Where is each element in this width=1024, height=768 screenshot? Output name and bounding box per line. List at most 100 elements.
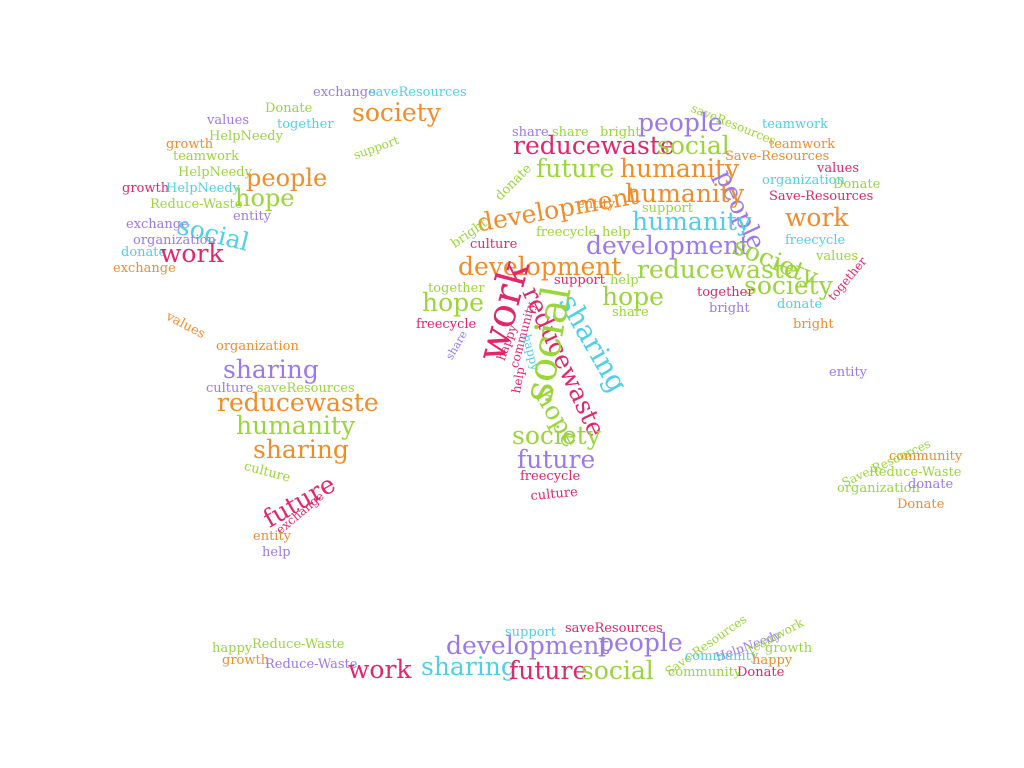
word-values: values	[817, 161, 859, 176]
word-bright: bright	[793, 317, 834, 332]
word-share: share	[443, 328, 470, 362]
word-work: work	[160, 239, 224, 268]
word-hope: hope	[602, 282, 664, 311]
word-culture: culture	[529, 484, 579, 504]
word-humanity: humanity	[625, 179, 745, 208]
word-save-resources: Save-Resources	[725, 149, 830, 164]
word-help: help	[602, 225, 631, 240]
word-work: work	[785, 203, 849, 232]
word-help: help	[262, 545, 291, 560]
word-support: support	[505, 625, 556, 640]
word-donate: Donate	[897, 497, 945, 512]
word-share: share	[552, 125, 589, 140]
word-future: future	[517, 445, 596, 474]
word-sharing: sharing	[421, 652, 517, 681]
word-saveresources: saveResources	[565, 621, 663, 636]
word-teamwork: teamwork	[769, 137, 836, 152]
word-reduce-waste: Reduce-Waste	[252, 637, 345, 652]
word-saveresources: saveResources	[257, 381, 355, 396]
word-future: future	[509, 656, 588, 685]
word-people: people	[598, 628, 683, 657]
word-future: future	[536, 154, 615, 183]
word-hope: hope	[235, 184, 295, 212]
word-donate: Donate	[833, 177, 881, 192]
word-sharing: sharing	[253, 435, 349, 464]
word-development: development	[446, 631, 610, 660]
word-reduce-waste: Reduce-Waste	[869, 465, 962, 480]
word-donate: donate	[908, 477, 954, 492]
word-reduce-waste: Reduce-Waste	[150, 197, 243, 212]
word-reducewaste: reducewaste	[637, 255, 799, 284]
word-happy: happy	[212, 641, 253, 656]
word-entity: entity	[577, 197, 616, 212]
word-freecycle: freecycle	[536, 225, 597, 240]
word-reduce-waste: Reduce-Waste	[265, 657, 358, 672]
word-culture: culture	[206, 381, 254, 396]
word-together: together	[697, 285, 754, 300]
word-values: values	[163, 309, 208, 343]
word-people: people	[246, 164, 328, 192]
word-society: society	[352, 98, 441, 127]
word-reducewaste: reducewaste	[217, 388, 379, 417]
word-entity: entity	[233, 209, 272, 224]
word-exchange: exchange	[313, 85, 376, 100]
word-culture: culture	[470, 237, 518, 252]
word-bright: bright	[600, 125, 641, 140]
word-together: together	[428, 281, 485, 296]
word-growth: growth	[166, 137, 214, 152]
word-exchange: exchange	[126, 217, 189, 232]
word-exchange: exchange	[113, 261, 176, 276]
word-humanity: humanity	[236, 411, 356, 440]
word-society: society	[744, 271, 833, 300]
word-bright: bright	[709, 301, 750, 316]
word-happy: happy	[752, 653, 793, 668]
word-donate: donate	[492, 161, 535, 204]
word-values: values	[816, 249, 858, 264]
word-saveresources: saveResources	[369, 85, 467, 100]
word-development: development	[458, 252, 622, 281]
word-donate: Donate	[265, 101, 313, 116]
word-share: share	[612, 305, 649, 320]
word-organization: organization	[762, 173, 845, 188]
word-donate: donate	[777, 297, 823, 312]
word-organization: organization	[837, 481, 920, 496]
word-teamwork: teamwork	[173, 149, 240, 164]
word-hope: hope	[422, 288, 484, 317]
word-society: society	[512, 421, 601, 450]
word-donate: donate	[121, 245, 167, 260]
word-entity: entity	[253, 529, 292, 544]
word-support: support	[642, 201, 693, 216]
word-share: share	[512, 125, 549, 140]
word-teamwork: teamwork	[762, 117, 829, 132]
word-freecycle: freecycle	[416, 317, 477, 332]
word-humanity: humanity	[632, 207, 752, 236]
word-social: social	[657, 131, 730, 160]
word-helpneedy: HelpNeedy	[166, 181, 240, 196]
word-people: people	[638, 108, 723, 137]
word-donate: Donate	[737, 665, 785, 680]
word-growth: growth	[765, 641, 813, 656]
word-organization: organization	[133, 233, 216, 248]
word-helpneedy: HelpNeedy	[178, 165, 252, 180]
word-support: support	[351, 132, 401, 163]
word-freecycle: freecycle	[785, 233, 846, 248]
word-social: social	[581, 656, 654, 685]
word-entity: entity	[829, 365, 868, 380]
word-growth: growth	[122, 181, 170, 196]
word-reducewaste: reducewaste	[513, 131, 675, 160]
word-freecycle: freecycle	[520, 469, 581, 484]
word-development: development	[586, 231, 750, 260]
word-values: values	[207, 113, 249, 128]
word-humanity: humanity	[620, 154, 740, 183]
word-community: community	[889, 449, 963, 464]
word-growth: growth	[222, 653, 270, 668]
word-sharing: sharing	[223, 355, 319, 384]
word-helpneedy: HelpNeedy	[209, 129, 283, 144]
word-community: community	[668, 665, 742, 680]
word-community: community	[685, 649, 759, 664]
word-support: support	[554, 273, 605, 288]
word-save-resources: Save-Resources	[769, 189, 874, 204]
word-together: together	[277, 117, 334, 132]
word-work: work	[348, 655, 412, 684]
